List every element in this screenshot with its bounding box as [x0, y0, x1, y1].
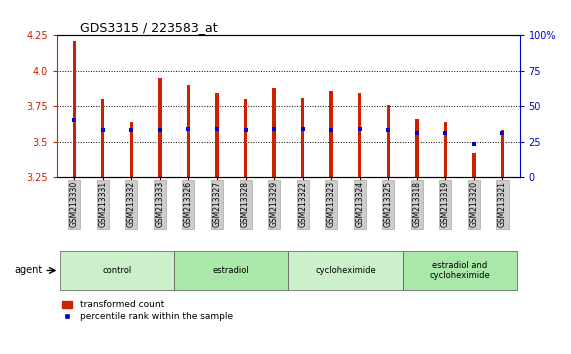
Bar [358, 93, 361, 177]
FancyBboxPatch shape [288, 251, 403, 290]
Text: agent: agent [15, 266, 43, 275]
Bar [444, 122, 447, 177]
Bar [301, 98, 304, 177]
Legend: transformed count, percentile rank within the sample: transformed count, percentile rank withi… [62, 301, 233, 321]
Bar [215, 93, 219, 177]
Text: GDS3315 / 223583_at: GDS3315 / 223583_at [80, 21, 218, 34]
Text: control: control [102, 266, 132, 275]
Text: cycloheximide: cycloheximide [315, 266, 376, 275]
Bar [472, 153, 476, 177]
FancyBboxPatch shape [174, 251, 288, 290]
Bar [244, 99, 247, 177]
Bar [158, 78, 162, 177]
Bar [130, 122, 133, 177]
Text: estradiol: estradiol [213, 266, 250, 275]
Bar [501, 130, 504, 177]
Bar [329, 91, 333, 177]
FancyBboxPatch shape [403, 251, 517, 290]
FancyBboxPatch shape [60, 251, 174, 290]
Bar [387, 105, 390, 177]
Bar [73, 41, 76, 177]
Text: estradiol and
cycloheximide: estradiol and cycloheximide [429, 261, 490, 280]
Bar [272, 88, 276, 177]
Bar [415, 119, 419, 177]
Bar [187, 85, 190, 177]
Bar [101, 99, 104, 177]
